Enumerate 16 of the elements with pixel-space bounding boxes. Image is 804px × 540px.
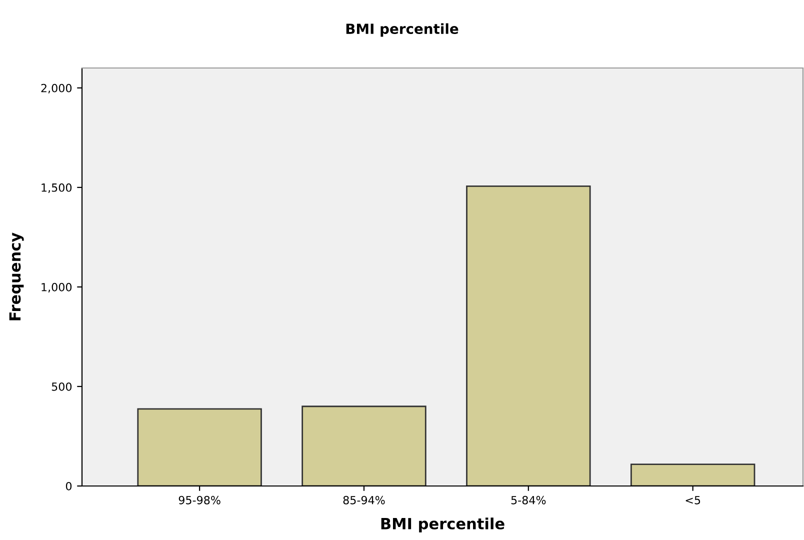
y-axis-title: Frequency: [9, 232, 24, 320]
y-tick-label: 1,000: [42, 282, 72, 292]
chart-title: BMI percentile: [346, 23, 458, 37]
y-tick-label: 1,500: [42, 183, 72, 193]
bar: [137, 408, 262, 486]
bar: [466, 186, 591, 486]
x-tick-label: 95-98%: [178, 496, 220, 504]
bar: [630, 464, 756, 486]
x-tick-label: 85-94%: [343, 496, 385, 504]
x-axis-title: BMI percentile: [381, 518, 504, 532]
y-tick-label: 0: [66, 482, 72, 490]
x-tick-label: 5-84%: [511, 496, 546, 504]
y-tick-label: 500: [52, 382, 72, 391]
y-tick-label: 2,000: [41, 84, 72, 94]
x-tick-label: <5: [686, 496, 700, 504]
bar: [302, 406, 426, 486]
